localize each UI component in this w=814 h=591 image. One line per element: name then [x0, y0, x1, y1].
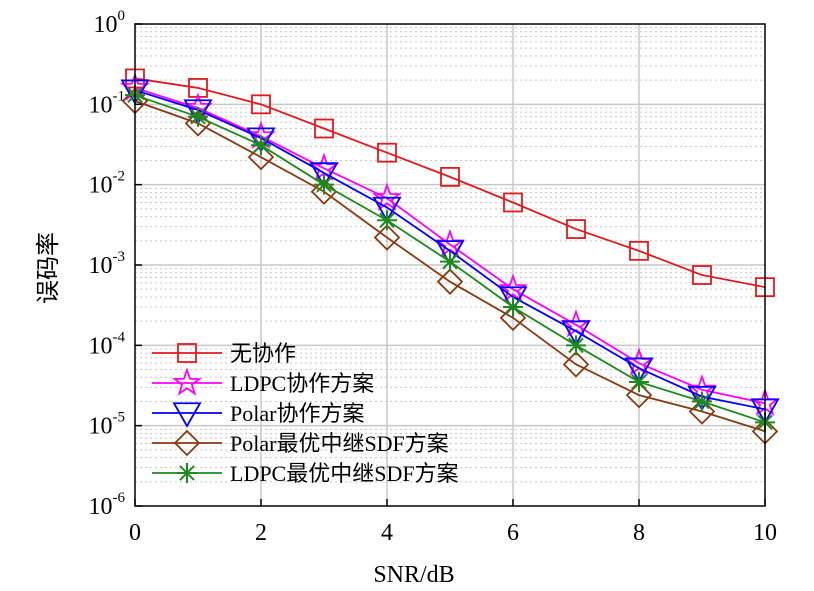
y-tick-label: 100	[94, 8, 126, 38]
data-point	[377, 210, 397, 231]
data-point	[251, 135, 271, 156]
data-point	[498, 286, 528, 312]
y-tick-label: 10-5	[89, 410, 126, 440]
series-line	[134, 77, 766, 289]
data-point	[498, 273, 528, 302]
x-tick-label: 8	[633, 520, 645, 546]
data-point	[372, 182, 402, 211]
x-tick-label: 2	[255, 520, 267, 546]
legend-label: Polar协作方案	[230, 401, 364, 426]
data-point	[629, 371, 649, 392]
legend-label: 无协作	[230, 341, 296, 366]
legend-label: LDPC最优中继SDF方案	[230, 461, 459, 486]
data-point	[435, 240, 465, 266]
x-tick-label: 6	[507, 520, 519, 546]
data-point	[566, 335, 586, 356]
y-tick-label: 10-1	[89, 88, 126, 118]
legend-marker	[172, 367, 202, 396]
legend-marker	[173, 429, 201, 457]
x-tick-label: 4	[381, 520, 393, 546]
data-point	[503, 297, 523, 318]
legend-item: LDPC最优中继SDF方案	[152, 461, 459, 486]
data-point	[436, 268, 464, 295]
data-point	[372, 196, 402, 223]
data-point	[310, 178, 338, 205]
legend-item: LDPC协作方案	[152, 367, 374, 396]
data-point	[247, 143, 275, 171]
y-tick-label: 10-2	[89, 169, 126, 199]
data-point	[688, 398, 716, 425]
data-point	[692, 265, 712, 285]
data-point	[566, 219, 586, 239]
data-point	[188, 106, 208, 127]
data-point	[314, 174, 334, 195]
legend-marker	[172, 402, 202, 428]
data-point	[624, 357, 654, 383]
x-axis-label: SNR/dB	[373, 562, 454, 588]
legend-label: Polar最优中继SDF方案	[230, 431, 449, 456]
axes: 0 2 4 6 8 10 100 10-1 10-2 10-3 10-4 10-5 10-6	[89, 8, 778, 546]
data-point	[562, 351, 590, 378]
data-point	[561, 320, 591, 347]
series-line	[134, 87, 766, 405]
legend: 无协作 LDPC协作方案 Polar协作方案 Polar最优中继SDF方案 LDPC最优…	[152, 341, 459, 486]
legend-marker	[177, 463, 197, 483]
data-point	[687, 385, 717, 412]
y-tick-label: 10-6	[89, 490, 126, 520]
data-point	[440, 251, 460, 272]
x-tick-label: 10	[753, 520, 777, 546]
data-point	[503, 192, 523, 213]
legend-label: LDPC协作方案	[230, 371, 374, 396]
data-point	[373, 224, 401, 251]
series-line	[134, 89, 766, 411]
data-point	[184, 110, 212, 137]
data-point	[309, 162, 339, 188]
data-point	[251, 94, 271, 115]
series-3	[120, 79, 780, 425]
data-point	[377, 142, 397, 163]
data-point	[629, 240, 649, 261]
y-tick-label: 10-4	[89, 329, 126, 359]
data-point	[625, 381, 653, 409]
legend-item: 无协作	[152, 341, 296, 366]
y-tick-label: 10-3	[89, 249, 126, 279]
data-point	[440, 166, 460, 187]
series-line	[134, 100, 766, 433]
legend-item: Polar协作方案	[152, 401, 364, 428]
data-point	[314, 118, 334, 139]
data-point	[499, 304, 527, 332]
y-axis-label: 误码率	[35, 232, 62, 304]
legend-marker	[177, 343, 197, 363]
x-tick-label: 0	[129, 520, 141, 546]
data-point	[692, 391, 712, 412]
legend-item: Polar最优中继SDF方案	[152, 429, 449, 457]
